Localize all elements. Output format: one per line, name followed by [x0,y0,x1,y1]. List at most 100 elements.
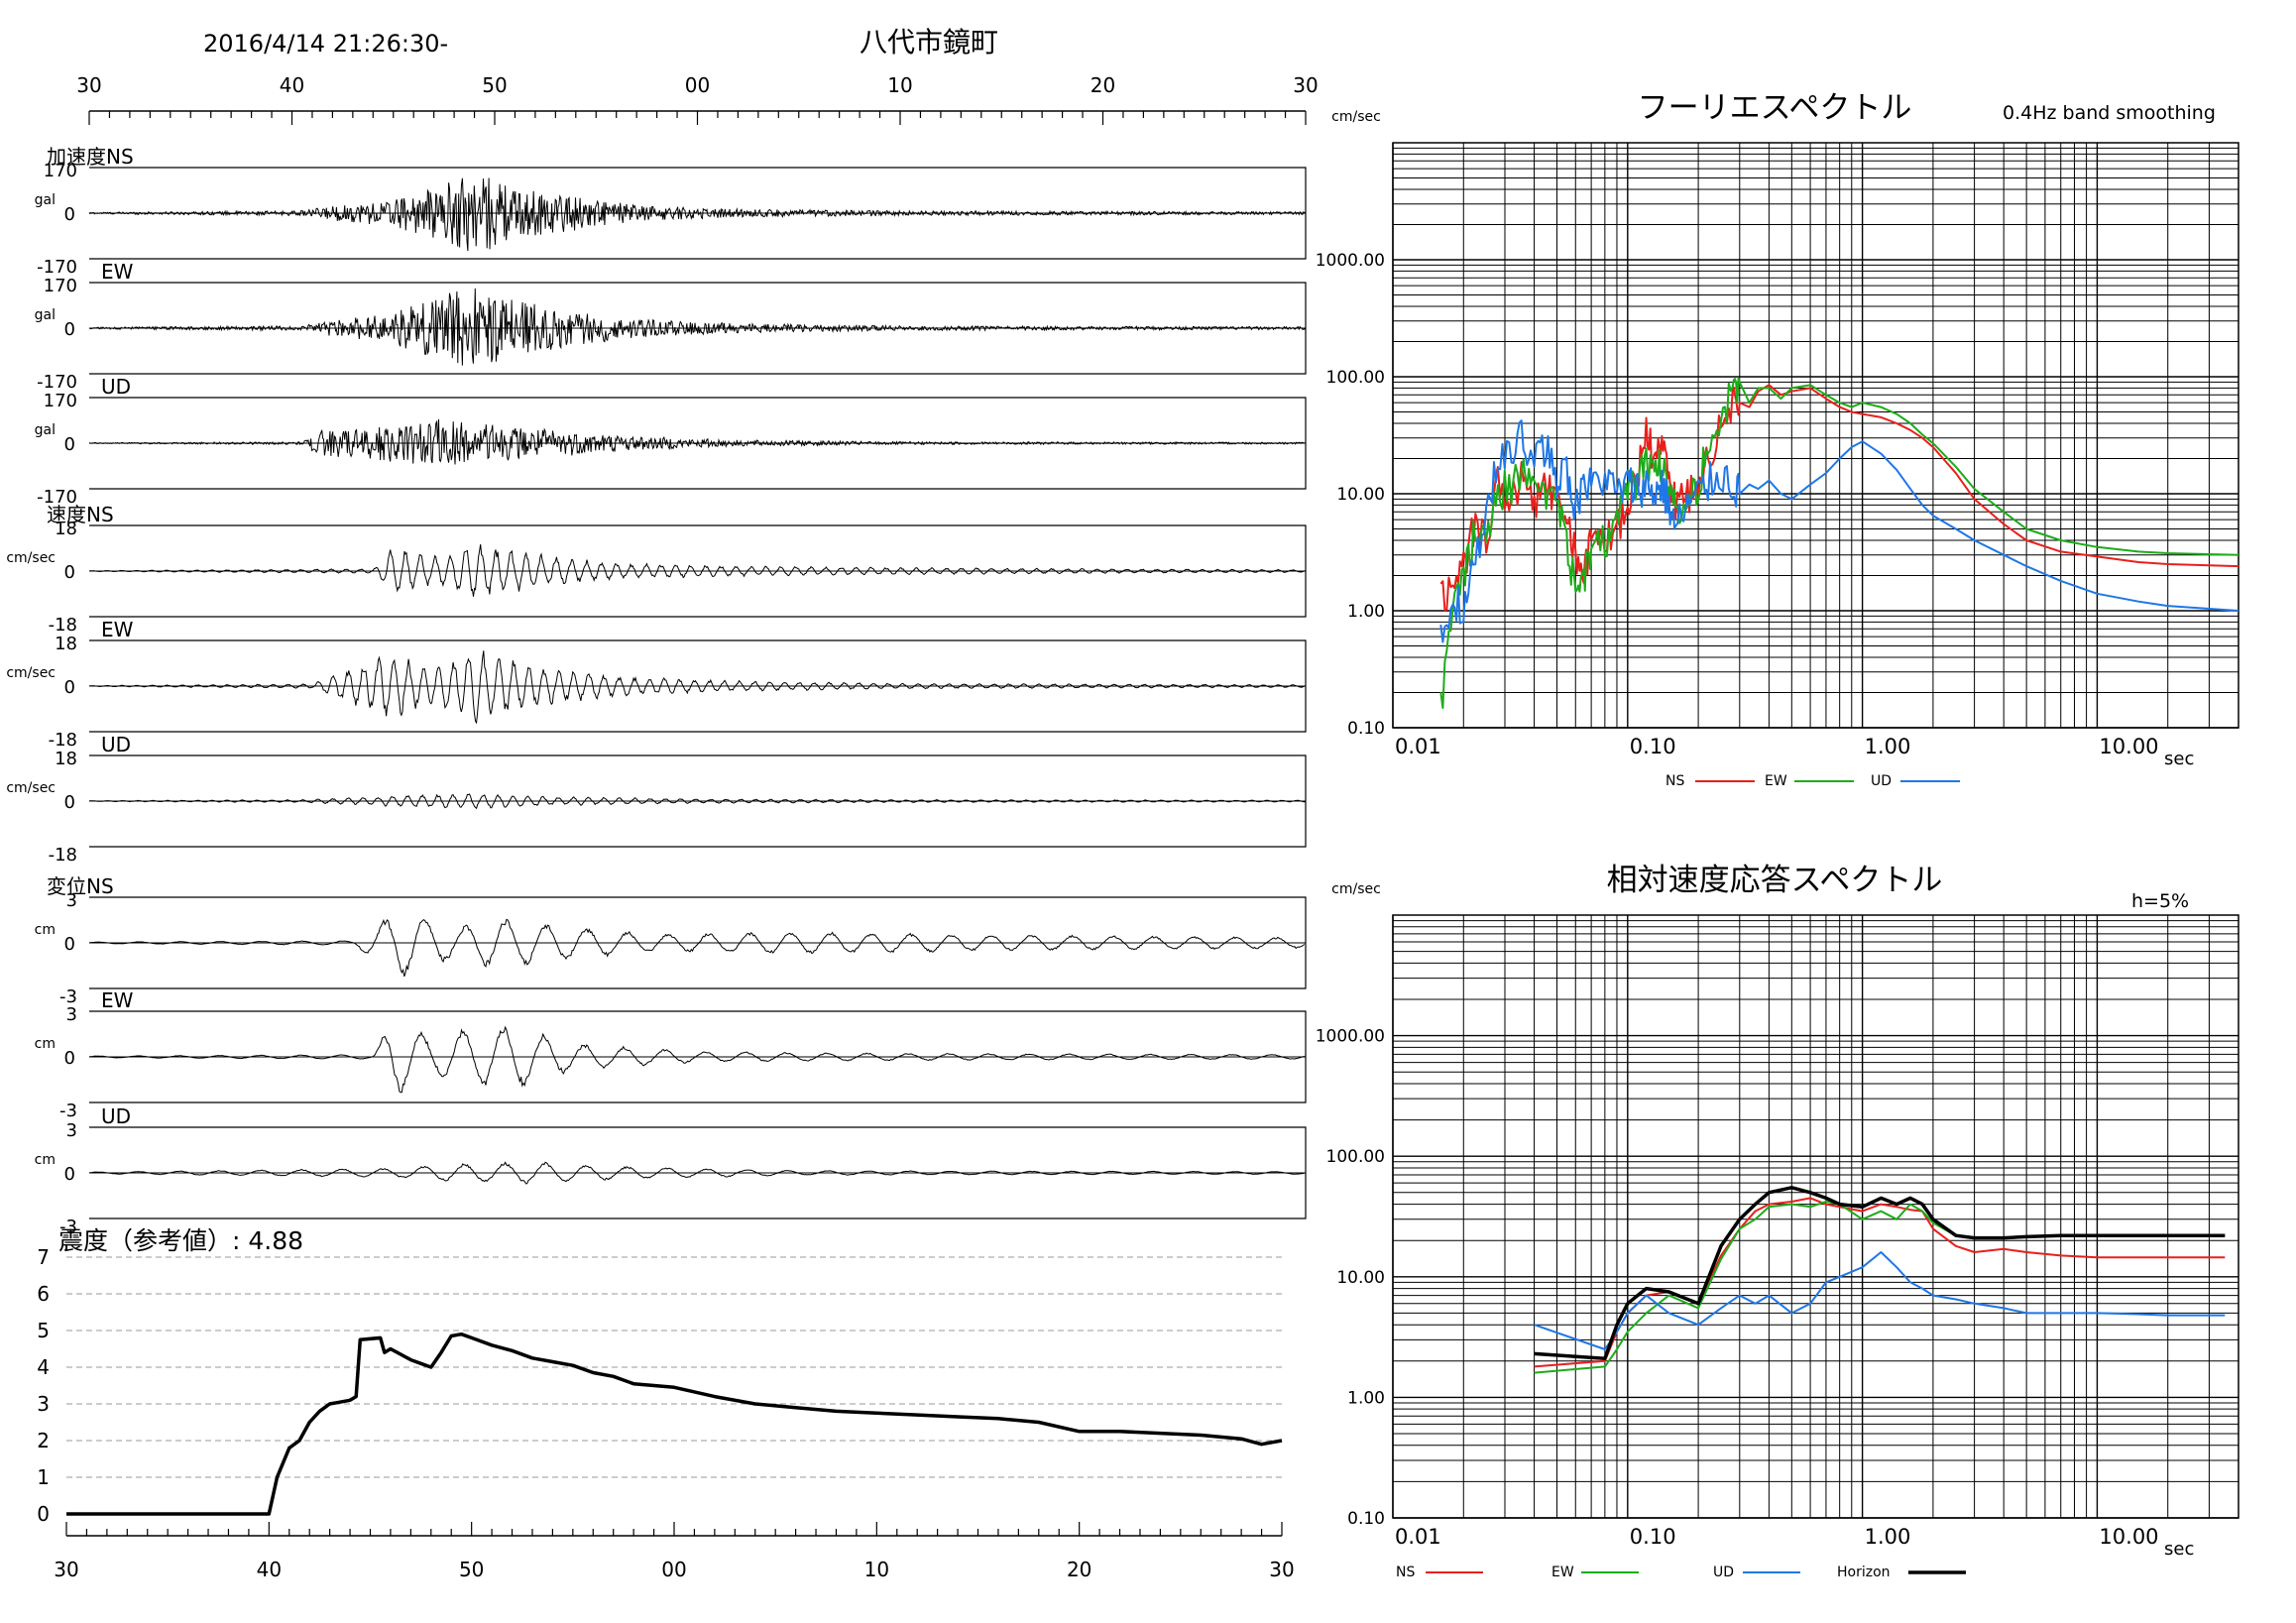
intensity-x-tick-label: 00 [661,1558,686,1581]
waveform-scale-top: 18 [55,519,77,539]
intensity-y-tick-label: 5 [37,1319,50,1342]
waveform-unit-label: cm [35,922,56,938]
spectrum-y-tick-label: 0.10 [1347,1509,1385,1529]
waveform-panel: UD 170 0 -170 gal [35,375,1307,508]
waveform-unit-label: cm/sec [6,550,56,566]
spectrum-x-tick-label: 0.01 [1395,735,1441,758]
spectrum-y-unit: cm/sec [1331,881,1381,897]
fourier-legend-label: EW [1765,773,1787,789]
time-axis-tick-label: 20 [1091,73,1115,97]
waveform-unit-label: gal [35,307,56,323]
time-axis-tick-label: 10 [887,73,912,97]
waveform-scale-bottom: -170 [37,257,77,278]
waveform-scale-top: 3 [66,1120,77,1141]
intensity-x-tick-label: 20 [1067,1558,1091,1581]
intensity-y-tick-label: 7 [37,1245,50,1269]
waveform-unit-label: cm/sec [6,780,56,796]
waveform-component-label: NS [86,874,114,898]
spectrum-x-tick-label: 0.10 [1630,735,1676,758]
waveform-scale-bottom: -18 [49,730,77,751]
waveform-component-label: UD [101,1104,131,1128]
spectrum-y-unit: cm/sec [1331,109,1381,125]
response-legend-label: Horizon [1837,1565,1891,1580]
waveform-trace [88,918,1306,978]
waveform-scale-zero: 0 [64,1048,75,1069]
waveform-panel: EW 170 0 -170 gal [35,260,1307,393]
time-axis-tick-label: 30 [76,73,101,97]
waveform-panel: 変位 NS 3 0 -3 cm [35,874,1307,1007]
waveform-panel: 加速度 NS 170 0 -170 gal [35,145,1307,278]
response-legend-label: EW [1551,1565,1574,1580]
spectrum-series-horizon [1534,1186,2226,1360]
spectrum-x-tick-label: 0.01 [1395,1525,1441,1549]
waveform-scale-zero: 0 [64,934,75,955]
spectrum-series-ud [1534,1251,2226,1350]
waveform-scale-bottom: -18 [49,845,77,866]
intensity-y-tick-label: 2 [37,1429,50,1452]
waveform-panel: EW 18 0 -18 cm/sec [6,618,1307,751]
waveform-group-label: 速度 [47,503,86,526]
waveform-scale-top: 170 [44,391,77,411]
waveform-panel: 速度 NS 18 0 -18 cm/sec [6,503,1307,636]
response-spectrum-chart: 0.10 1.00 10.00 100.00 1000.00 0.01 0.10 1.00 10… [1316,863,2239,1580]
spectrum-y-tick-label: 1000.00 [1316,251,1385,271]
waveform-scale-top: 170 [44,276,77,296]
fourier-title: フーリエスペクトル [1638,90,1912,126]
intensity-x-tick-label: 30 [1269,1558,1294,1581]
waveform-component-label: EW [101,260,134,284]
waveform-component-label: UD [101,375,131,399]
waveform-unit-label: cm/sec [6,665,56,681]
time-axis-tick-label: 40 [280,73,304,97]
waveform-scale-top: 3 [66,1004,77,1025]
spectrum-x-tick-label: 1.00 [1865,735,1911,758]
waveform-scale-top: 18 [55,634,77,654]
waveform-trace [88,650,1307,725]
intensity-x-tick-label: 10 [864,1558,889,1581]
waveform-scale-zero: 0 [64,677,75,698]
waveform-component-label: EW [101,618,134,641]
waveform-scale-bottom: -170 [37,372,77,393]
waveform-scale-zero: 0 [64,434,75,455]
intensity-x-tick-label: 40 [257,1558,282,1581]
intensity-y-tick-label: 1 [37,1465,50,1489]
waveform-component-label: UD [101,733,131,756]
response-legend-label: UD [1713,1565,1734,1580]
waveform-trace [88,177,1307,252]
waveform-component-label: NS [86,503,114,526]
spectrum-y-tick-label: 1.00 [1347,602,1385,622]
spectrum-x-tick-label: 10.00 [2099,1525,2158,1549]
waveform-scale-zero: 0 [64,204,75,225]
intensity-x-tick-label: 50 [459,1558,484,1581]
waveform-trace [88,793,1307,810]
spectrum-y-tick-label: 10.00 [1336,1268,1385,1288]
waveform-group-label: 変位 [47,874,86,898]
spectrum-x-unit: sec [2164,749,2194,769]
spectrum-series-ud [1439,419,2239,643]
fourier-legend-label: UD [1871,773,1892,789]
fourier-legend-label: NS [1665,773,1684,789]
time-axis-tick-label: 30 [1293,73,1318,97]
intensity-y-tick-label: 0 [37,1502,50,1526]
waveform-trace [88,544,1307,597]
intensity-y-tick-label: 4 [37,1355,50,1379]
spectrum-y-tick-label: 1.00 [1347,1388,1385,1408]
waveform-scale-top: 170 [44,161,77,181]
waveform-scale-bottom: -3 [59,1217,77,1237]
intensity-x-tick-label: 30 [54,1558,78,1581]
waveform-scale-zero: 0 [64,562,75,583]
spectrum-y-tick-label: 0.10 [1347,719,1385,739]
spectrum-y-tick-label: 100.00 [1326,1147,1385,1167]
spectrum-y-tick-label: 1000.00 [1316,1027,1385,1047]
spectrum-y-tick-label: 100.00 [1326,368,1385,388]
intensity-chart: 震度（参考値）: 4.88 0 1 2 3 4 5 6 7 30 40 50 00 10 20 30 [37,1226,1294,1581]
waveform-component-label: NS [106,145,134,169]
waveform-scale-zero: 0 [64,792,75,813]
waveform-panel: EW 3 0 -3 cm [35,988,1307,1121]
time-axis-top: 30 40 50 00 10 20 30 [76,73,1319,125]
waveform-unit-label: gal [35,192,56,208]
response-title: 相対速度応答スペクトル [1607,863,1943,898]
waveform-scale-bottom: -3 [59,986,77,1007]
waveform-unit-label: cm [35,1036,56,1052]
